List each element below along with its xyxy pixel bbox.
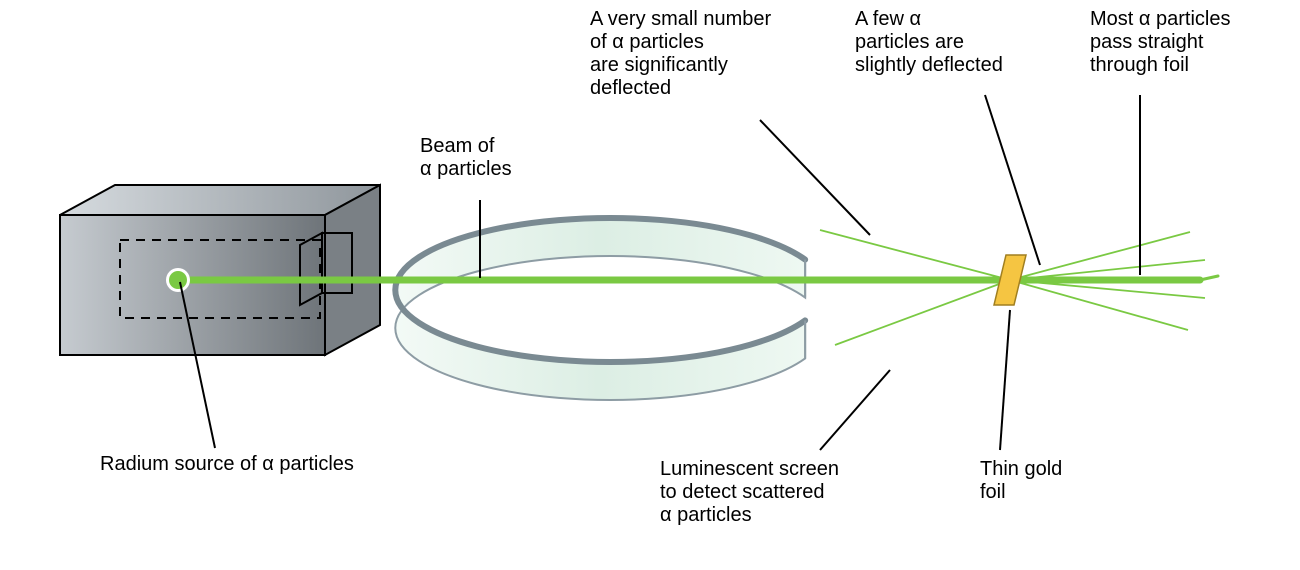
alpha-ray-deflected [820, 230, 1010, 280]
leader-screen [820, 370, 890, 450]
alpha-ray-deflected [835, 280, 1010, 345]
label-radium: Radium source of α particles [100, 453, 354, 475]
leader-foil [1000, 310, 1010, 450]
source-box-front [60, 215, 325, 355]
label-small_defl: A very small numberof α particlesare sig… [590, 8, 772, 99]
label-screen: Luminescent screento detect scatteredα p… [660, 458, 839, 526]
leader-slight_defl [985, 95, 1040, 265]
label-slight_defl: A few αparticles areslightly deflected [855, 8, 1003, 76]
radium-source-dot [169, 271, 187, 289]
label-most_thru: Most α particlespass straightthrough foi… [1090, 8, 1231, 76]
label-beam: Beam ofα particles [420, 135, 512, 180]
leader-small_defl [760, 120, 870, 235]
detector-ring-wall [395, 218, 805, 400]
label-foil: Thin goldfoil [980, 458, 1062, 503]
alpha-beam-exit-tick [1200, 276, 1218, 280]
rutherford-diagram: Beam ofα particles A very small numberof … [0, 0, 1300, 570]
